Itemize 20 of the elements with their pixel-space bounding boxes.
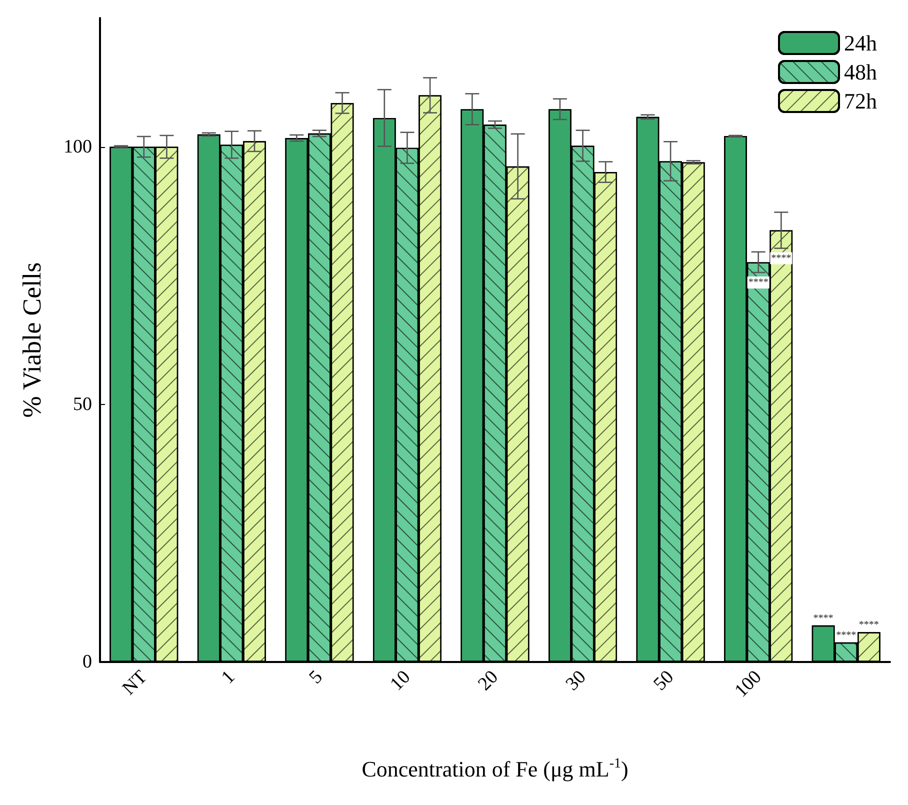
legend-label: 48h <box>844 60 877 84</box>
x-tick-label: 1 <box>218 666 240 688</box>
x-tick-label: NT <box>118 666 152 700</box>
x-tick-label: 5 <box>305 666 327 688</box>
data-label: **** <box>748 277 768 288</box>
y-tick-label: 50 <box>73 394 92 415</box>
x-tick-label: 30 <box>562 666 590 695</box>
data-label: **** <box>858 620 879 631</box>
y-tick-label: 100 <box>64 136 92 158</box>
data-label: **** <box>771 252 792 264</box>
y-axis-title: % Viable Cells <box>18 262 46 418</box>
legend-label: 24h <box>844 30 877 56</box>
x-tick-label: 20 <box>474 666 502 695</box>
x-tick-label: 10 <box>386 666 415 695</box>
x-tick-label: 50 <box>650 666 678 695</box>
data-label: **** <box>836 630 856 641</box>
y-tick-label: 0 <box>82 652 92 672</box>
legend-label: 72h <box>844 88 877 114</box>
data-label: **** <box>813 612 834 624</box>
x-tick-label: 100 <box>730 666 766 702</box>
